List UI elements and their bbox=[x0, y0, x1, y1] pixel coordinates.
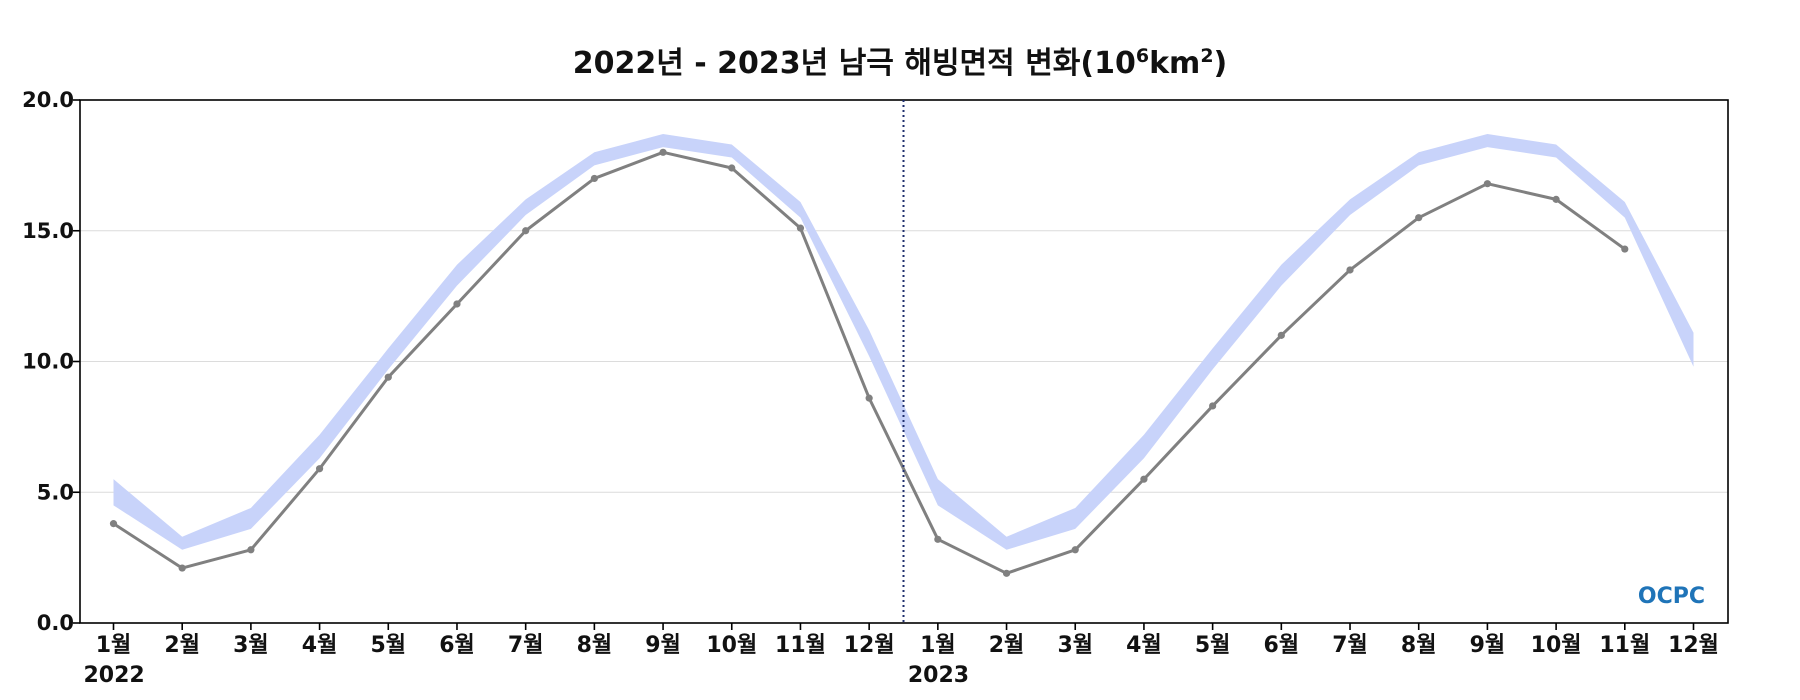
x-tick-label: 9월 bbox=[1470, 633, 1506, 658]
x-tick-label: 7월 bbox=[508, 633, 544, 658]
data-point bbox=[247, 546, 255, 554]
data-point bbox=[1621, 245, 1629, 253]
x-tick-label: 2월 bbox=[164, 633, 200, 658]
y-tick-label: 15.0 bbox=[22, 219, 74, 243]
x-tick-label: 9월 bbox=[645, 633, 681, 658]
data-point bbox=[109, 520, 118, 528]
data-point bbox=[178, 564, 186, 572]
data-point bbox=[728, 164, 736, 172]
sea-ice-series bbox=[109, 148, 1629, 577]
x-tick-label: 1월 bbox=[920, 633, 956, 658]
y-tick-label: 10.0 bbox=[22, 350, 74, 374]
data-point bbox=[590, 174, 598, 183]
data-point bbox=[1415, 214, 1423, 222]
series-line bbox=[112, 150, 1626, 575]
data-point bbox=[315, 465, 324, 473]
x-tick-label: 12월 bbox=[1668, 633, 1719, 658]
data-point bbox=[1209, 402, 1217, 410]
x-tick-label: 12월 bbox=[844, 633, 895, 658]
x-tick-label: 6월 bbox=[1264, 633, 1300, 658]
x-axis: 1월 2월 3월 4월 5월 6월 7월 8월 9월 10월 11월 12월 1월 2월 3월 4월 5월 6월 7… bbox=[84, 623, 1719, 688]
ocpc-logo: OCPC bbox=[1638, 584, 1705, 609]
x-tick-label: 3월 bbox=[233, 633, 269, 658]
data-point bbox=[1346, 266, 1354, 274]
year-label: 2022 bbox=[84, 663, 145, 688]
x-tick-label: 2월 bbox=[989, 633, 1025, 658]
y-axis: 0.0 5.0 10.0 15.0 20.0 bbox=[22, 88, 80, 635]
x-tick-label: 4월 bbox=[302, 633, 338, 658]
chart-title: 2022년 - 2023년 남극 해빙면적 변화(106km2) bbox=[572, 45, 1228, 81]
data-point bbox=[1552, 195, 1560, 203]
x-tick-label: 5월 bbox=[371, 633, 407, 658]
x-tick-label: 11월 bbox=[1599, 633, 1650, 658]
data-point bbox=[1002, 569, 1011, 577]
data-point bbox=[1140, 475, 1148, 483]
data-point bbox=[865, 394, 873, 402]
x-tick-label: 8월 bbox=[1401, 633, 1437, 658]
data-point bbox=[1071, 546, 1079, 554]
data-point bbox=[384, 373, 392, 381]
data-point bbox=[796, 224, 805, 232]
x-tick-label: 3월 bbox=[1057, 633, 1093, 658]
y-tick-label: 20.0 bbox=[22, 88, 74, 112]
x-tick-label: 11월 bbox=[775, 633, 826, 658]
x-tick-label: 1월 bbox=[96, 633, 132, 658]
data-point bbox=[453, 300, 461, 308]
x-tick-label: 4월 bbox=[1126, 633, 1162, 658]
x-tick-label: 5월 bbox=[1195, 633, 1231, 658]
year-label: 2023 bbox=[908, 663, 969, 688]
data-point bbox=[1277, 331, 1285, 339]
x-tick-label: 6월 bbox=[439, 633, 475, 658]
x-tick-label: 8월 bbox=[577, 633, 613, 658]
y-tick-label: 0.0 bbox=[37, 611, 74, 635]
x-tick-label: 7월 bbox=[1332, 633, 1368, 658]
y-tick-label: 5.0 bbox=[37, 480, 74, 504]
data-point bbox=[934, 535, 942, 543]
data-point bbox=[522, 227, 530, 235]
data-point bbox=[659, 148, 667, 156]
x-tick-label: 10월 bbox=[1531, 633, 1582, 658]
x-tick-label: 10월 bbox=[706, 633, 757, 658]
data-point bbox=[1483, 180, 1492, 188]
